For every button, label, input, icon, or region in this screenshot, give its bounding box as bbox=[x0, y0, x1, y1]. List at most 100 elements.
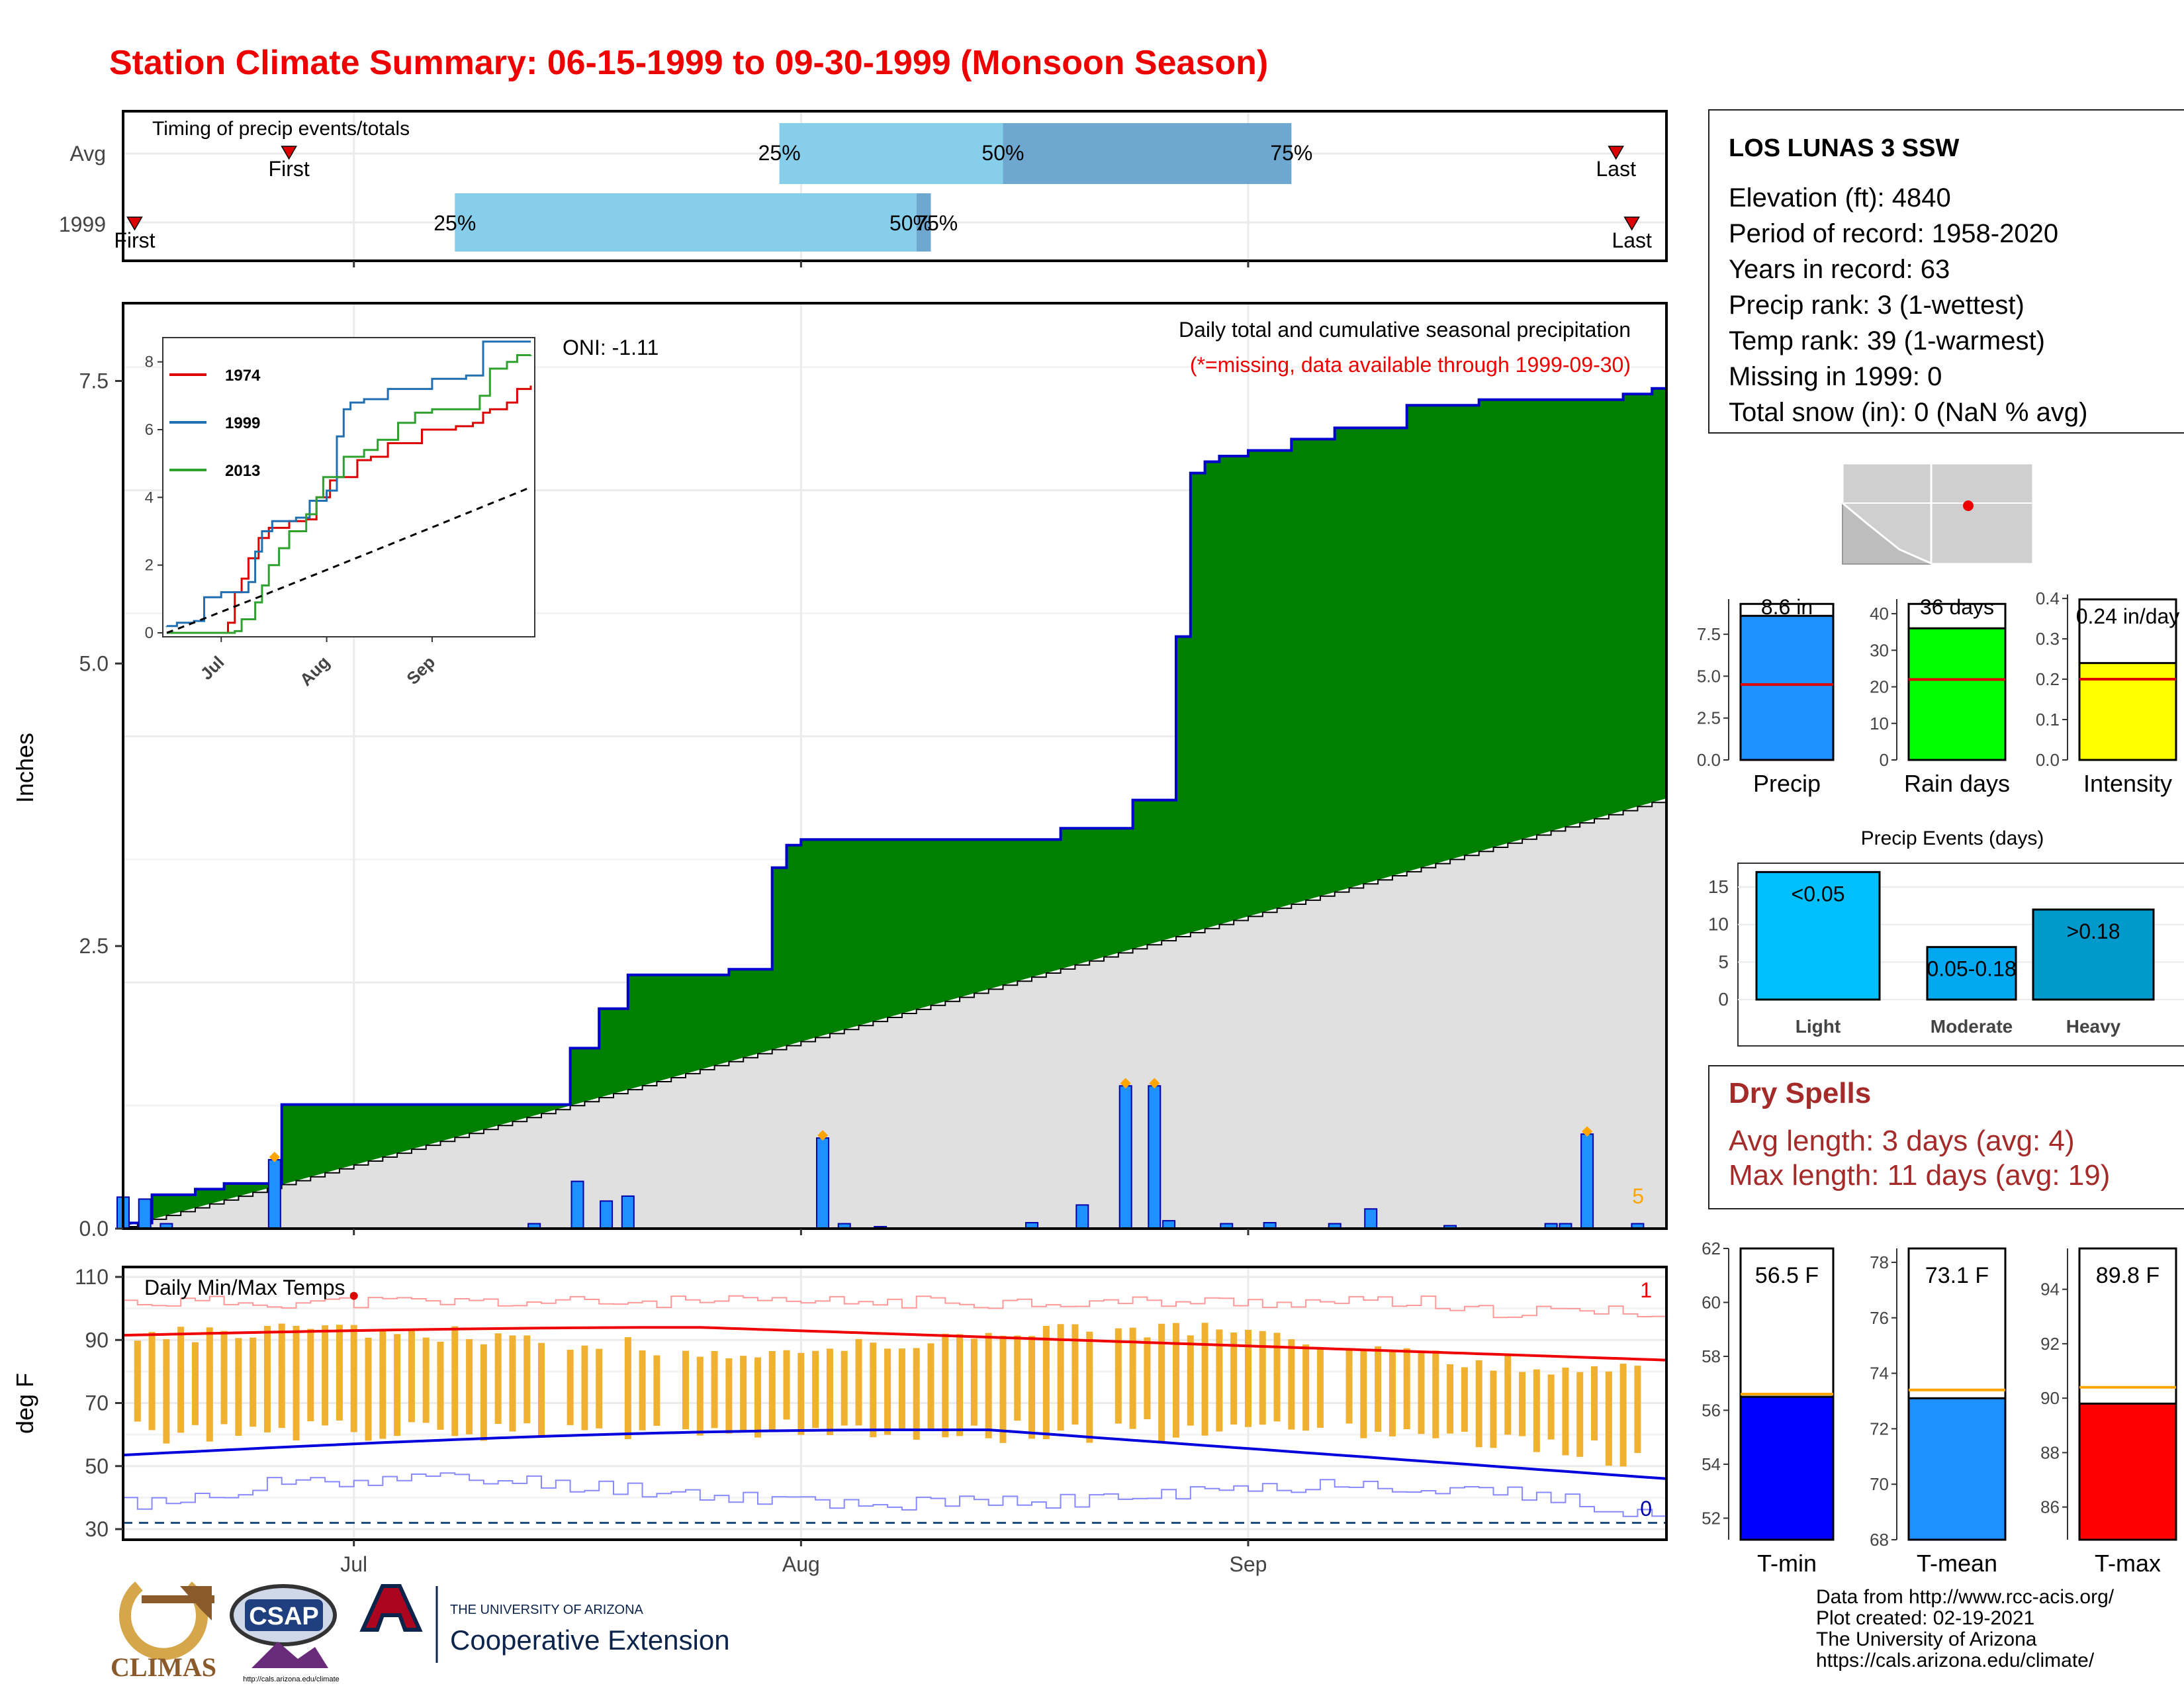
x-axis-label: Jul bbox=[340, 1552, 367, 1576]
daily-temp-bar bbox=[163, 1339, 170, 1444]
daily-temp-bar bbox=[1316, 1347, 1324, 1428]
daily-temp-bar bbox=[1447, 1364, 1454, 1434]
summary-bar-Rain days bbox=[1907, 627, 2007, 761]
temp-ytick-label: 30 bbox=[85, 1517, 109, 1541]
precip-caption-missing: (*=missing, data available through 1999-… bbox=[1190, 353, 1631, 377]
station-info-line: Years in record: 63 bbox=[1729, 255, 1950, 284]
timing-avg-bar-50-75 bbox=[1003, 123, 1292, 184]
daily-temp-bar bbox=[1432, 1350, 1439, 1438]
heavy-day-marker bbox=[1149, 1078, 1160, 1089]
daily-temp-bar bbox=[1144, 1337, 1151, 1419]
1999-first-marker bbox=[126, 216, 143, 231]
summary-bar-name: Precip bbox=[1753, 770, 1821, 797]
inset-ytick-label: 0 bbox=[145, 624, 154, 642]
daily-temp-bar bbox=[1547, 1374, 1555, 1440]
csap-logo-text: CSAP bbox=[249, 1603, 319, 1630]
temp-summary-ytick-label: 92 bbox=[2040, 1334, 2060, 1354]
daily-temp-bar bbox=[740, 1356, 747, 1432]
1999-25-label: 25% bbox=[433, 211, 476, 235]
event-category-label: Light bbox=[1796, 1016, 1841, 1037]
daily-temp-bar bbox=[1187, 1335, 1194, 1426]
daily-temp-bar bbox=[307, 1329, 314, 1422]
daily-temp-bar bbox=[1086, 1331, 1093, 1443]
daily-temp-bar bbox=[322, 1325, 329, 1426]
daily-precip-bar bbox=[1148, 1085, 1161, 1230]
daily-temp-bar bbox=[263, 1325, 271, 1432]
daily-temp-bar bbox=[494, 1333, 502, 1424]
daily-temp-bar bbox=[841, 1350, 848, 1426]
event-bar-label: >0.18 bbox=[2067, 919, 2120, 943]
daily-temp-bar bbox=[1345, 1348, 1353, 1424]
daily-temp-bar bbox=[1475, 1360, 1482, 1448]
csap-logo-badge bbox=[245, 1599, 323, 1631]
station-info-line: Precip rank: 3 (1-wettest) bbox=[1729, 291, 2025, 320]
daily-temp-bar bbox=[1403, 1348, 1410, 1430]
daily-temp-bar bbox=[1244, 1329, 1251, 1427]
daily-temp-bar bbox=[783, 1350, 790, 1420]
daily-temp-bar bbox=[466, 1338, 473, 1434]
avg-last-label: Last bbox=[1596, 157, 1636, 181]
inset-line-1974 bbox=[167, 385, 532, 634]
daily-temp-bar bbox=[812, 1350, 819, 1429]
oni-label: ONI: -1.11 bbox=[563, 336, 659, 359]
daily-precip-bar bbox=[1580, 1133, 1594, 1230]
daily-precip-bar bbox=[267, 1158, 281, 1230]
event-bar-label: <0.05 bbox=[1792, 882, 1845, 906]
daily-temp-bar bbox=[624, 1337, 631, 1440]
heavy-count-label: 5 bbox=[1632, 1184, 1644, 1208]
timing-label: Timing of precip events/totals bbox=[152, 118, 410, 140]
daily-temp-bar bbox=[422, 1337, 430, 1423]
daily-temp-bar bbox=[1490, 1370, 1497, 1448]
daily-precip-bar bbox=[570, 1180, 584, 1230]
temp-summary-ytick-label: 70 bbox=[1870, 1474, 1889, 1494]
avg-25-label: 25% bbox=[758, 141, 801, 165]
daily-temp-bar bbox=[1619, 1364, 1627, 1467]
1999-last-label: Last bbox=[1612, 228, 1652, 252]
summary-ytick-label: 0.0 bbox=[2036, 750, 2060, 770]
dry-spells-box bbox=[1708, 1065, 2184, 1209]
inset-legend-label: 1974 bbox=[225, 367, 261, 385]
temp-ytick-label: 90 bbox=[85, 1328, 109, 1352]
climas-logo-text: CLIMAS bbox=[111, 1652, 216, 1682]
daily-precip-bar bbox=[600, 1200, 614, 1229]
daily-temp-bar bbox=[379, 1330, 387, 1439]
avg-first-label: First bbox=[269, 157, 310, 181]
daily-temp-bar bbox=[293, 1325, 300, 1441]
chart-title: Station Climate Summary: 06-15-1999 to 0… bbox=[109, 44, 1268, 82]
summary-ytick-label: 7.5 bbox=[1697, 624, 1721, 644]
precip-ylabel: Inches bbox=[11, 733, 38, 803]
avg-first-marker bbox=[281, 146, 297, 160]
daily-temp-bar bbox=[394, 1334, 401, 1436]
summary-bar-name: Rain days bbox=[1904, 770, 2010, 797]
station-info-line: Period of record: 1958-2020 bbox=[1729, 219, 2058, 248]
record-high-marker bbox=[349, 1291, 358, 1300]
daily-temp-bar bbox=[1230, 1332, 1238, 1425]
daily-temp-bar bbox=[509, 1335, 516, 1432]
daily-temp-bar bbox=[235, 1338, 242, 1436]
avg-min-temp-line bbox=[122, 1429, 1667, 1480]
heavy-day-marker bbox=[817, 1130, 829, 1141]
csap-logo-url: http://cals.arizona.edu/climate bbox=[243, 1675, 340, 1683]
record-max-line bbox=[122, 1295, 1666, 1319]
record-max-count: 1 bbox=[1640, 1278, 1652, 1302]
temp-summary-value: 89.8 F bbox=[2096, 1263, 2160, 1288]
daily-temp-bar bbox=[898, 1348, 905, 1430]
daily-temp-bar bbox=[1519, 1372, 1526, 1436]
inset-average-line bbox=[166, 486, 531, 634]
temp-summary-name: T-max bbox=[2095, 1550, 2161, 1577]
inset-ytick-label: 6 bbox=[145, 421, 154, 439]
summary-bar-Precip bbox=[1739, 614, 1835, 761]
cumulative-1999-line bbox=[122, 383, 1668, 1229]
x-axis-label: Sep bbox=[1229, 1552, 1267, 1576]
daily-temp-bar bbox=[581, 1345, 588, 1430]
daily-temp-bar bbox=[220, 1331, 228, 1425]
temp-summary-ytick-label: 56 bbox=[1702, 1400, 1721, 1420]
station-info-line: Elevation (ft): 4840 bbox=[1729, 183, 1951, 212]
inset-ytick-label: 4 bbox=[145, 489, 154, 506]
summary-ytick-label: 0.2 bbox=[2036, 669, 2060, 689]
csap-logo-mountain-icon bbox=[251, 1642, 328, 1668]
precip-ytick-label: 2.5 bbox=[79, 934, 109, 958]
inset-ytick-label: 2 bbox=[145, 557, 154, 575]
temp-summary-name: T-mean bbox=[1917, 1550, 1997, 1577]
